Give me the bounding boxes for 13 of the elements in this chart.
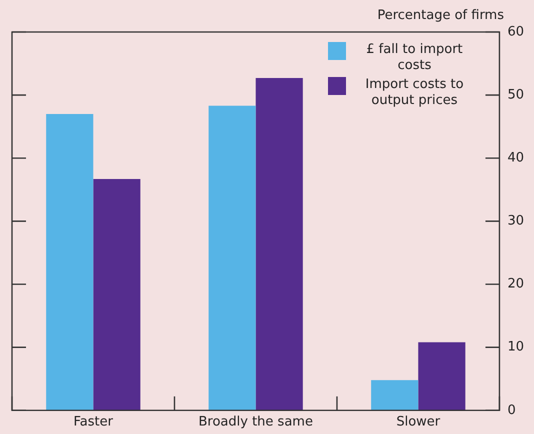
- y-tick-label: 20: [507, 276, 524, 292]
- x-tick-label: Slower: [396, 414, 441, 430]
- x-tick-label: Faster: [74, 414, 114, 430]
- y-tick-label: 50: [507, 87, 524, 102]
- y-tick-label: 30: [507, 214, 524, 229]
- y-tick-label: 0: [507, 402, 516, 418]
- y-tick-label: 60: [507, 24, 524, 40]
- x-tick-label: Broadly the same: [198, 414, 313, 430]
- legend-label: £ fall to import costs: [365, 42, 464, 74]
- legend-label: Import costs to output prices: [364, 77, 465, 109]
- y-axis-title: Percentage of firms: [377, 8, 504, 23]
- y-tick-label: 10: [507, 340, 524, 355]
- y-tick-label: 40: [507, 150, 524, 166]
